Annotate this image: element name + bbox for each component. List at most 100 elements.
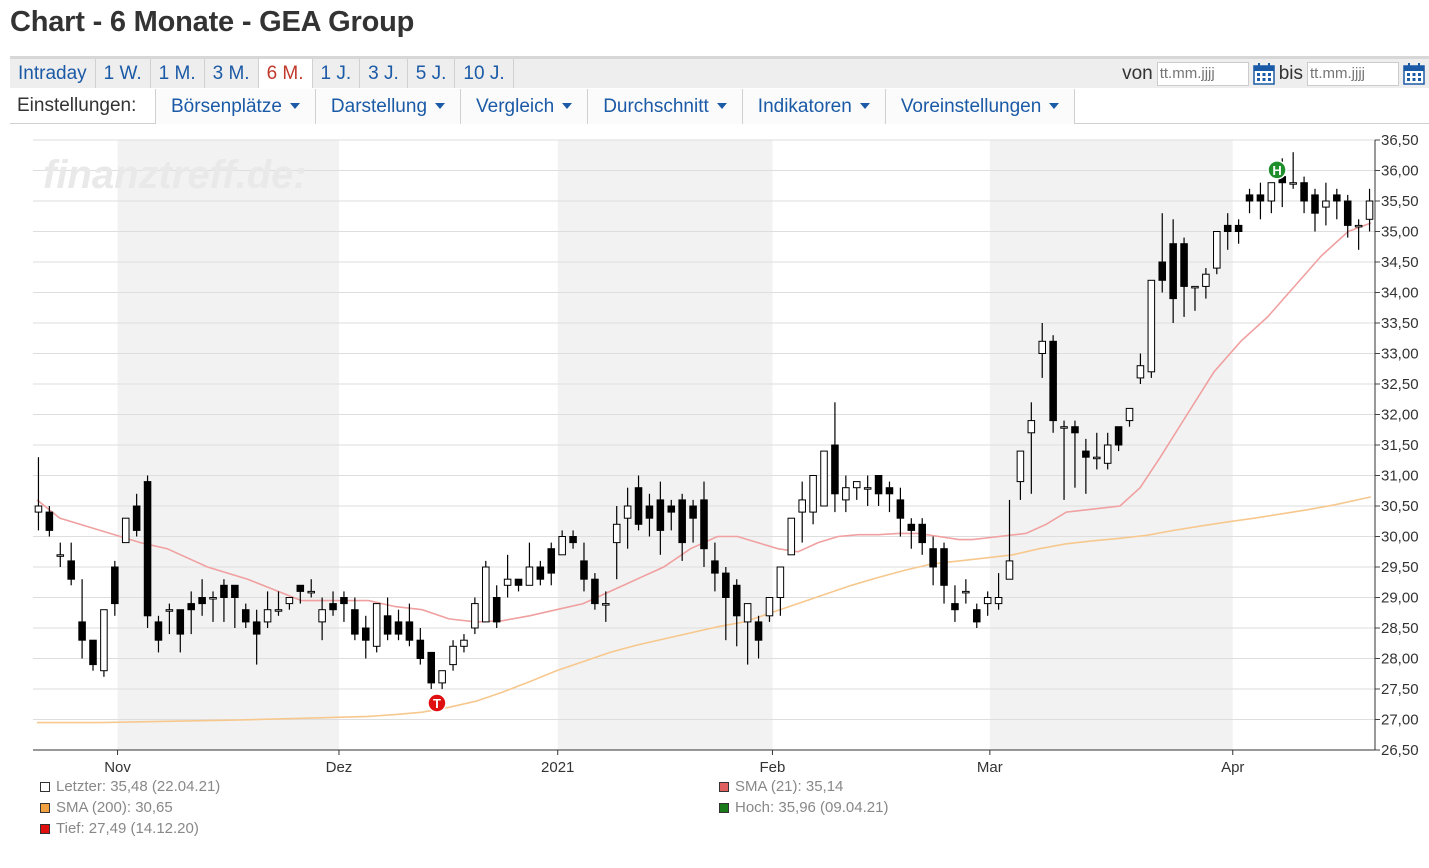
candlestick-chart[interactable]: 26,50 27,00 27,50 28,00 28,50 29,00 29,50 30,00… xyxy=(0,124,1429,844)
legend-item: Hoch: 35,96 (09.04.21) xyxy=(719,799,888,816)
settings-dropdown-label: Indikatoren xyxy=(757,95,852,117)
to-date-input[interactable] xyxy=(1307,61,1399,86)
settings-buttons: Börsenplätze Darstellung Vergleich Durchsch… xyxy=(155,88,1076,124)
candle-body xyxy=(503,578,512,586)
candle-body xyxy=(471,603,479,629)
candle-body xyxy=(1180,243,1188,287)
legend-swatch xyxy=(719,781,729,792)
caret-down-icon xyxy=(716,103,727,109)
candle-body xyxy=(994,597,1003,605)
settings-dropdown[interactable]: Darstellung xyxy=(314,88,461,124)
candle-body xyxy=(132,505,141,531)
y-tick-label: 33,50 xyxy=(1381,315,1419,332)
candle-body xyxy=(34,505,43,513)
date-range-picker: von bis xyxy=(1122,59,1425,88)
range-tab[interactable]: 1 M. xyxy=(151,59,205,88)
y-tick-label: 29,50 xyxy=(1381,559,1419,576)
range-tab[interactable]: 5 J. xyxy=(408,59,456,88)
candle-body xyxy=(121,517,130,544)
range-tab[interactable]: 3 M. xyxy=(205,59,259,88)
candle-body xyxy=(460,639,468,647)
caret-down-icon xyxy=(435,103,446,109)
y-tick-label: 29,00 xyxy=(1381,590,1419,607)
candle-body xyxy=(1202,273,1210,287)
candle-body xyxy=(1016,450,1025,483)
page-title: Chart - 6 Monate - GEA Group xyxy=(10,6,415,38)
y-tick-label: 31,00 xyxy=(1381,468,1419,485)
from-date-input[interactable] xyxy=(1156,61,1249,86)
candle-body xyxy=(569,536,577,544)
range-tab[interactable]: 1 J. xyxy=(313,59,361,88)
candle-body xyxy=(1300,182,1308,202)
y-tick-label: 32,50 xyxy=(1381,376,1419,393)
candle-body xyxy=(602,603,610,606)
candle-body xyxy=(187,603,195,611)
candle-body xyxy=(514,578,523,586)
candle-body xyxy=(89,639,97,666)
candle-body xyxy=(820,450,828,507)
settings-dropdown[interactable]: Indikatoren xyxy=(741,88,885,124)
candle-body xyxy=(1093,456,1101,460)
legend-item: SMA (200): 30,65 xyxy=(40,799,173,816)
settings-dropdown[interactable]: Börsenplätze xyxy=(155,88,315,124)
candle-body xyxy=(209,597,217,600)
range-tab[interactable]: 6 M. xyxy=(258,59,313,88)
candle-body xyxy=(1005,560,1014,580)
calendar-icon[interactable] xyxy=(1252,62,1275,85)
range-tab[interactable]: 10 J. xyxy=(455,59,514,88)
candle-body xyxy=(351,609,359,635)
candle-body xyxy=(263,609,272,623)
settings-dropdown[interactable]: Vergleich xyxy=(460,88,588,124)
candle-body xyxy=(1147,279,1156,373)
from-label: von xyxy=(1122,62,1153,84)
candle-body xyxy=(951,603,959,611)
candle-body xyxy=(1354,224,1363,228)
candle-body xyxy=(765,597,774,617)
candle-body xyxy=(1322,200,1330,208)
candle-body xyxy=(1082,450,1090,458)
high-marker xyxy=(1267,160,1287,180)
candle-body xyxy=(1114,426,1123,446)
x-tick-label: Apr xyxy=(1221,759,1244,776)
legend-text: SMA (21): 35,14 xyxy=(735,778,844,795)
candle-body xyxy=(667,505,676,513)
legend-item: Letzter: 35,48 (22.04.21) xyxy=(40,778,220,795)
y-tick-label: 26,50 xyxy=(1381,742,1419,759)
candle-body xyxy=(383,615,392,635)
candle-body xyxy=(885,487,894,495)
y-tick-label: 30,50 xyxy=(1381,498,1419,515)
candle-body xyxy=(100,609,108,672)
low-marker xyxy=(427,693,447,713)
candle-body xyxy=(929,548,937,568)
calendar-icon[interactable] xyxy=(1403,62,1425,85)
candle-body xyxy=(1103,444,1112,464)
candle-body xyxy=(580,560,588,580)
candle-body xyxy=(340,597,348,605)
range-tab[interactable]: Intraday xyxy=(10,59,96,88)
candle-body xyxy=(972,609,981,623)
settings-dropdown[interactable]: Durchschnitt xyxy=(587,88,742,124)
range-tab[interactable]: 3 J. xyxy=(360,59,408,88)
range-toolbar: Intraday 1 W. 1 M. 3 M. 6 M. 1 J. 3 J. 5 J. 10 J… xyxy=(10,56,1429,88)
legend-swatch xyxy=(40,781,50,792)
candle-body xyxy=(558,536,566,556)
candle-body xyxy=(809,475,817,513)
caret-down-icon xyxy=(859,103,870,109)
candle-body xyxy=(896,499,905,519)
candle-body xyxy=(536,566,545,580)
settings-label: Einstellungen: xyxy=(17,95,137,116)
y-tick-label: 30,00 xyxy=(1381,529,1419,546)
candle-body xyxy=(689,505,697,519)
candle-body xyxy=(1049,340,1057,422)
candle-body xyxy=(405,621,414,641)
candle-body xyxy=(754,621,763,641)
candle-body xyxy=(1158,261,1167,281)
y-tick-label: 31,50 xyxy=(1381,437,1419,454)
range-tab[interactable]: 1 W. xyxy=(96,59,151,88)
candle-body xyxy=(1365,200,1374,220)
caret-down-icon xyxy=(562,103,573,109)
settings-dropdown[interactable]: Voreinstellungen xyxy=(884,88,1076,124)
candle-body xyxy=(634,487,643,525)
candle-body xyxy=(296,584,305,592)
candle-body xyxy=(1060,426,1068,429)
